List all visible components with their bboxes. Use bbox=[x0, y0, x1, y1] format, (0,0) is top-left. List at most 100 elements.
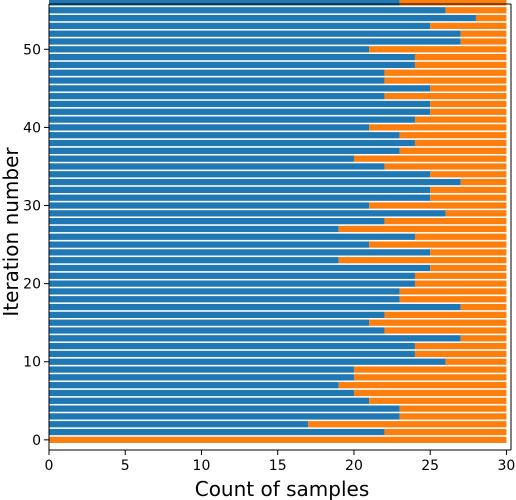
bar-segment-first bbox=[49, 241, 370, 248]
bar-segment-first bbox=[49, 210, 446, 217]
axes-layer bbox=[48, 3, 512, 451]
bar-segment-first bbox=[49, 93, 385, 100]
bar-segment-first bbox=[49, 428, 385, 436]
bar-segment-second bbox=[338, 382, 507, 389]
x-tick-label: 15 bbox=[269, 458, 287, 474]
bar-segment-first bbox=[49, 171, 431, 178]
bar-segment-first bbox=[49, 327, 385, 334]
bar-segment-first bbox=[49, 257, 339, 264]
bar-segment-second bbox=[414, 233, 507, 240]
bar-segment-second bbox=[369, 46, 507, 53]
bar-segment-first bbox=[49, 155, 354, 162]
bar-segment-second bbox=[399, 288, 507, 295]
bar-segment-first bbox=[49, 397, 370, 404]
bar-segment-second bbox=[399, 405, 507, 412]
y-tick-label: 10 bbox=[23, 355, 41, 371]
bar-segment-second bbox=[399, 296, 507, 303]
bar-segment-first bbox=[49, 311, 385, 318]
bar-segment-second bbox=[430, 264, 507, 272]
bar-segment-second bbox=[430, 186, 507, 194]
bar-segment-first bbox=[49, 0, 400, 6]
x-tick-label: 10 bbox=[193, 458, 211, 474]
bar-segment-second bbox=[384, 218, 507, 225]
bar-segment-first bbox=[49, 116, 415, 123]
bar-segment-first bbox=[49, 374, 354, 381]
bar-segment-second bbox=[430, 22, 507, 29]
bar-segment-second bbox=[399, 132, 507, 139]
bar-segment-second bbox=[399, 147, 507, 154]
bar-segment-second bbox=[414, 272, 507, 279]
bar-segment-second bbox=[430, 85, 507, 92]
bar-segment-second bbox=[460, 335, 507, 342]
bar-segment-second bbox=[384, 428, 507, 436]
bar-segment-first bbox=[49, 202, 370, 209]
bar-segment-first bbox=[49, 147, 400, 154]
bar-segment-first bbox=[49, 22, 431, 29]
x-tick-label: 20 bbox=[345, 458, 363, 474]
bar-segment-first bbox=[49, 124, 370, 131]
bar-segment-first bbox=[49, 303, 461, 311]
bar-segment-second bbox=[369, 124, 507, 131]
bar-segment-second bbox=[338, 257, 507, 264]
bar-segment-second bbox=[414, 53, 507, 61]
x-tick-label: 25 bbox=[421, 458, 439, 474]
bar-segment-first bbox=[49, 69, 385, 76]
y-axis-title: Iteration number bbox=[0, 147, 23, 317]
x-tick-label: 30 bbox=[498, 458, 516, 474]
bar-segment-first bbox=[49, 233, 415, 240]
x-tick-label: 5 bbox=[121, 458, 130, 474]
bar-segment-first bbox=[49, 163, 385, 170]
x-tick-label: 0 bbox=[45, 458, 54, 474]
bar-segment-second bbox=[475, 14, 507, 22]
bar-segment-second bbox=[384, 77, 507, 84]
bar-segment-second bbox=[460, 30, 507, 37]
bar-segment-second bbox=[430, 249, 507, 256]
bar-segment-second bbox=[414, 350, 507, 358]
bar-segment-second bbox=[414, 116, 507, 123]
bar-segment-second bbox=[414, 61, 507, 69]
bar-segment-first bbox=[49, 7, 446, 14]
bar-segment-first bbox=[49, 319, 370, 326]
bar-segment-first bbox=[49, 296, 400, 303]
bar-segment-first bbox=[49, 335, 461, 342]
bar-segment-second bbox=[430, 100, 507, 108]
bar-segment-second bbox=[384, 327, 507, 334]
y-tick-label: 30 bbox=[23, 199, 41, 215]
bar-segment-second bbox=[399, 0, 507, 6]
y-tick-label: 0 bbox=[32, 433, 41, 449]
bar-segment-second bbox=[353, 374, 507, 381]
bar-segment-first bbox=[49, 30, 461, 37]
bar-segment-first bbox=[49, 14, 476, 22]
bar-segment-second bbox=[384, 163, 507, 170]
bar-segment-second bbox=[414, 342, 507, 350]
bar-segment-first bbox=[49, 264, 431, 272]
bar-segment-first bbox=[49, 280, 415, 287]
bar-segment-second bbox=[384, 93, 507, 100]
bar-segment-first bbox=[49, 186, 431, 194]
bar-segment-first bbox=[49, 77, 385, 84]
bar-segment-first bbox=[49, 358, 446, 365]
bar-segment-second bbox=[460, 303, 507, 311]
bar-segment-first bbox=[49, 421, 309, 428]
bar-segment-first bbox=[49, 413, 400, 420]
bar-segment-first bbox=[49, 53, 415, 61]
bar-segment-second bbox=[338, 225, 507, 233]
bar-segment-second bbox=[430, 171, 507, 178]
bar-segment-second bbox=[384, 69, 507, 76]
bars-layer bbox=[49, 0, 507, 443]
bar-segment-first bbox=[49, 249, 431, 256]
bar-segment-second bbox=[445, 358, 507, 365]
ticks-layer: 0 5 10 15 20 25 30 0 10 20 30 40 50 bbox=[23, 42, 515, 474]
bar-segment-second bbox=[369, 241, 507, 248]
bar-segment-second bbox=[460, 178, 507, 186]
bar-segment-first bbox=[49, 389, 354, 397]
bar-segment-second bbox=[353, 366, 507, 373]
bar-segment-second bbox=[308, 421, 507, 428]
bar-segment-second bbox=[460, 38, 507, 45]
bar-segment-first bbox=[49, 61, 415, 69]
bar-segment-second bbox=[430, 108, 507, 115]
bar-segment-first bbox=[49, 100, 431, 108]
bar-segment-second bbox=[414, 139, 507, 147]
bar-segment-first bbox=[49, 178, 461, 186]
bar-segment-first bbox=[49, 382, 339, 389]
